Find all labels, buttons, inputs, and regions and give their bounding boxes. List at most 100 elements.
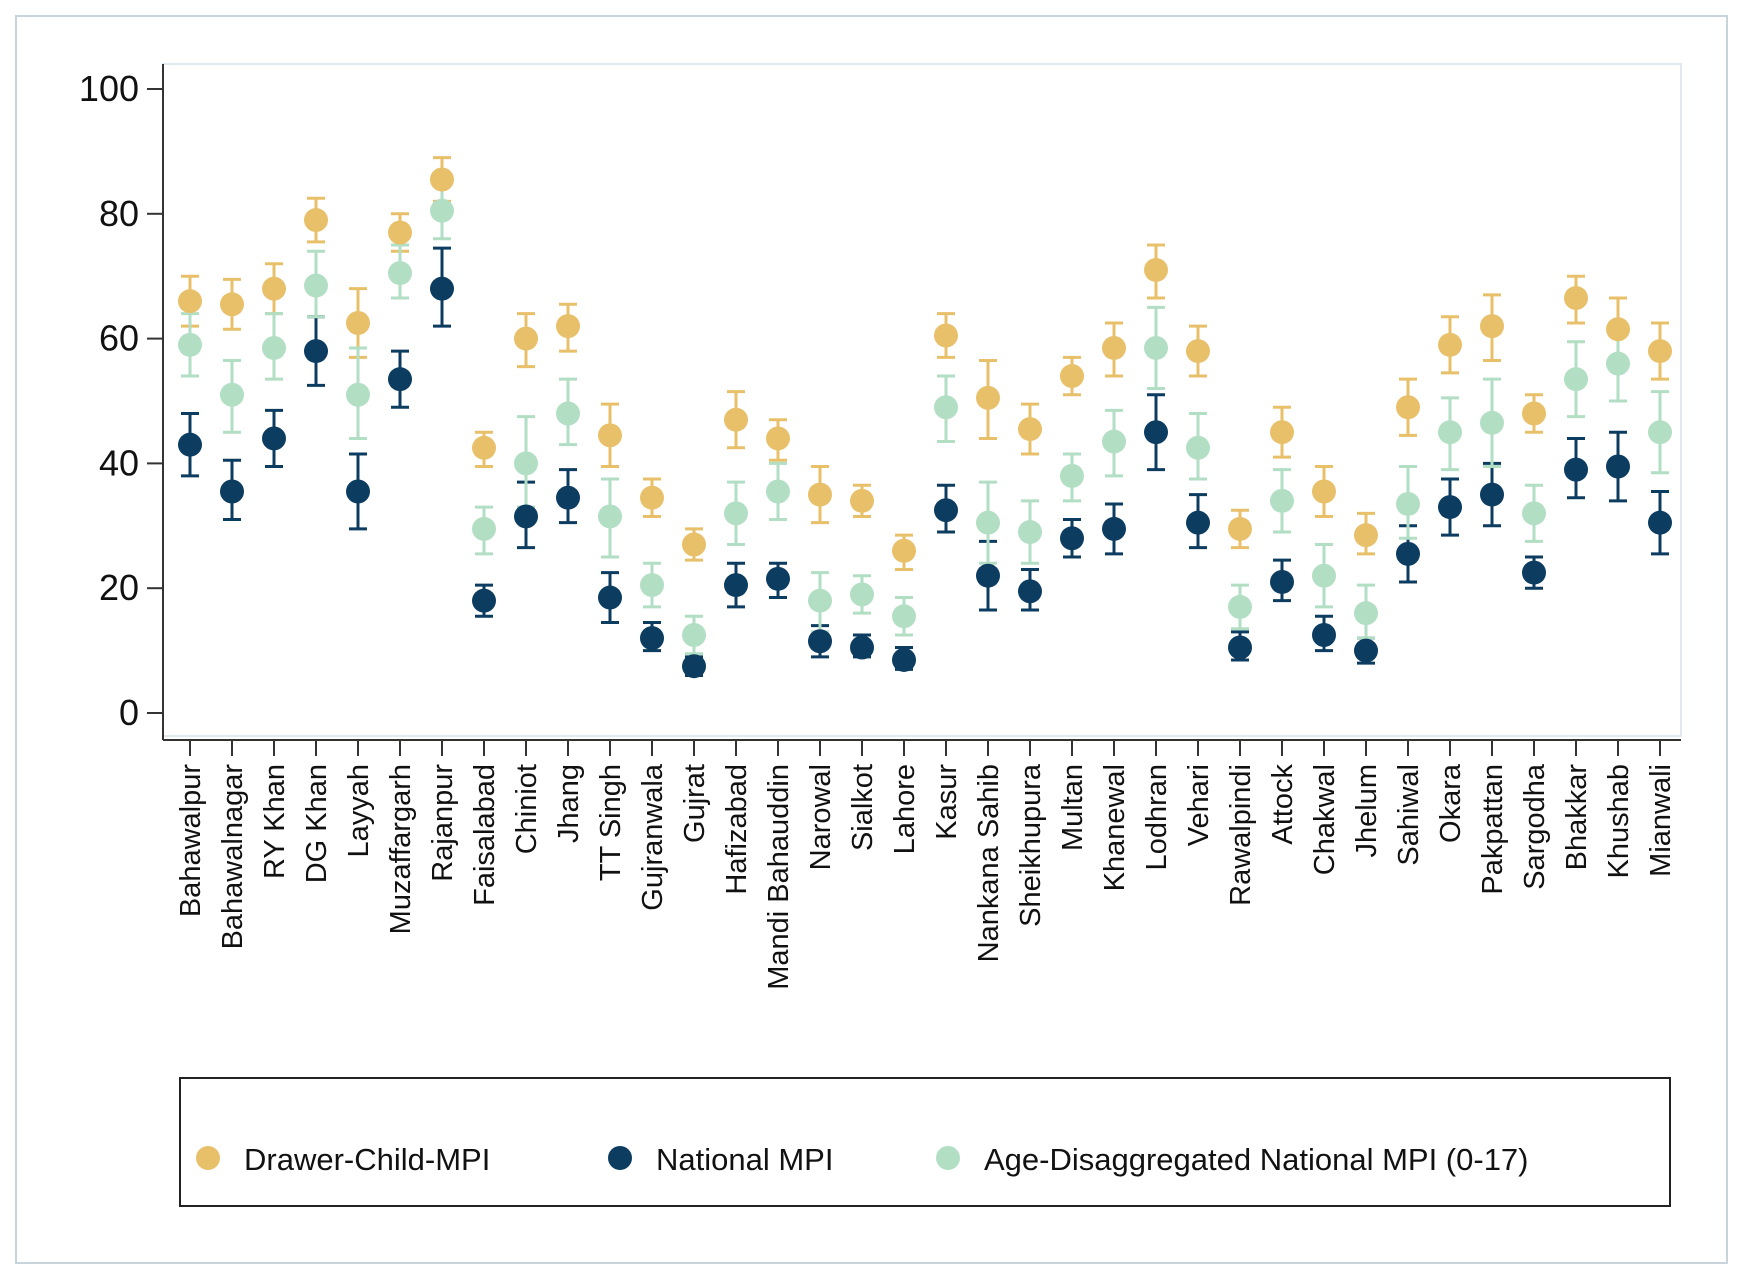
x-tick-label-rawalpindi: Rawalpindi (1225, 764, 1257, 906)
y-tick-label-0: 0 (119, 692, 139, 733)
point-agedis-kasur (934, 395, 958, 420)
point-agedis-nankana-sahib (976, 510, 1000, 535)
point-agedis-jhelum (1354, 601, 1378, 626)
point-agedis-narowal (808, 588, 832, 613)
y-tick-label-80: 80 (99, 193, 139, 234)
legend-box (179, 1077, 1671, 1207)
point-national-rajanpur (430, 276, 454, 301)
legend-marker-drawer-child-mpi (196, 1146, 220, 1170)
point-agedis-pakpattan (1480, 410, 1504, 435)
x-tick-label-sahiwal: Sahiwal (1393, 764, 1425, 866)
point-drawer-mandi-bahauddin (766, 426, 790, 451)
x-tick-label-vehari: Vehari (1183, 764, 1215, 846)
x-tick-label-mandi-bahauddin: Mandi Bahauddin (763, 764, 795, 990)
point-drawer-mianwali (1648, 339, 1672, 364)
legend-marker-age-disaggregated-mpi (936, 1146, 960, 1170)
point-drawer-kasur (934, 323, 958, 348)
x-tick-label-nankana-sahib: Nankana Sahib (973, 764, 1005, 962)
x-tick-label-attock: Attock (1267, 764, 1299, 845)
point-national-kasur (934, 498, 958, 523)
point-drawer-vehari (1186, 339, 1210, 364)
point-agedis-lahore (892, 604, 916, 629)
y-tick-label-40: 40 (99, 442, 139, 483)
point-national-jhang (556, 485, 580, 510)
point-drawer-bahawalnagar (220, 292, 244, 317)
legend-label-national-mpi: National MPI (656, 1142, 833, 1177)
x-tick-label-bahawalnagar: Bahawalnagar (217, 764, 249, 950)
point-agedis-bhakkar (1564, 367, 1588, 392)
point-drawer-rajanpur (430, 167, 454, 192)
point-national-pakpattan (1480, 482, 1504, 507)
point-national-jhelum (1354, 638, 1378, 663)
x-tick-label-bhakkar: Bhakkar (1561, 764, 1593, 871)
point-national-okara (1438, 495, 1462, 520)
point-national-nankana-sahib (976, 563, 1000, 588)
point-drawer-jhelum (1354, 523, 1378, 548)
point-drawer-rawalpindi (1228, 516, 1252, 541)
point-agedis-bahawalnagar (220, 382, 244, 407)
point-drawer-chakwal (1312, 479, 1336, 504)
point-drawer-chiniot (514, 326, 538, 351)
point-agedis-sahiwal (1396, 491, 1420, 516)
point-agedis-gujrat (682, 623, 706, 647)
point-agedis-mandi-bahauddin (766, 479, 790, 504)
point-national-narowal (808, 629, 832, 654)
point-national-mianwali (1648, 510, 1672, 535)
point-national-dg-khan (304, 339, 328, 364)
point-agedis-khanewal (1102, 429, 1126, 454)
point-national-chiniot (514, 504, 538, 529)
point-agedis-faisalabad (472, 516, 496, 541)
point-agedis-muzaffargarh (388, 261, 412, 286)
point-agedis-multan (1060, 463, 1084, 488)
point-national-sheikhupura (1018, 579, 1042, 604)
point-drawer-dg-khan (304, 208, 328, 233)
point-agedis-ry-khan (262, 335, 286, 360)
point-drawer-gujrat (682, 532, 706, 557)
point-agedis-rawalpindi (1228, 594, 1252, 619)
point-drawer-narowal (808, 482, 832, 507)
point-drawer-sargodha (1522, 401, 1546, 426)
legend-marker-national-mpi (608, 1146, 632, 1170)
point-drawer-multan (1060, 364, 1084, 389)
x-tick-label-kasur: Kasur (931, 764, 963, 840)
point-drawer-jhang (556, 314, 580, 339)
x-tick-label-pakpattan: Pakpattan (1477, 764, 1509, 895)
point-drawer-faisalabad (472, 435, 496, 460)
x-tick-label-sialkot: Sialkot (847, 764, 879, 851)
point-national-faisalabad (472, 588, 496, 613)
point-drawer-muzaffargarh (388, 220, 412, 245)
point-drawer-attock (1270, 420, 1294, 445)
x-tick-label-gujranwala: Gujranwala (637, 763, 669, 911)
x-tick-label-hafizabad: Hafizabad (721, 764, 753, 895)
x-tick-label-bahawalpur: Bahawalpur (175, 764, 207, 917)
x-tick-label-khushab: Khushab (1603, 764, 1635, 879)
x-tick-label-chakwal: Chakwal (1309, 764, 1341, 875)
point-agedis-sialkot (850, 582, 874, 607)
point-national-bahawalnagar (220, 479, 244, 504)
point-drawer-bhakkar (1564, 286, 1588, 311)
x-tick-label-multan: Multan (1057, 764, 1089, 851)
point-national-khushab (1606, 454, 1630, 479)
x-tick-label-faisalabad: Faisalabad (469, 764, 501, 906)
point-national-vehari (1186, 510, 1210, 535)
point-drawer-hafizabad (724, 407, 748, 432)
x-tick-label-layyah: Layyah (343, 764, 375, 858)
point-drawer-tt-singh (598, 423, 622, 448)
point-agedis-khushab (1606, 351, 1630, 376)
outer-border (15, 15, 1728, 1264)
point-agedis-lodhran (1144, 335, 1168, 360)
point-drawer-nankana-sahib (976, 385, 1000, 410)
point-national-multan (1060, 526, 1084, 551)
x-tick-label-okara: Okara (1435, 763, 1467, 843)
x-tick-label-jhelum: Jhelum (1351, 764, 1383, 858)
data-points (178, 167, 1672, 679)
point-drawer-sialkot (850, 488, 874, 513)
point-drawer-khanewal (1102, 335, 1126, 360)
point-agedis-sheikhupura (1018, 520, 1042, 545)
point-drawer-layyah (346, 311, 370, 335)
point-drawer-lahore (892, 538, 916, 563)
point-agedis-sargodha (1522, 501, 1546, 526)
y-axis-ticks: 0 20 40 60 80 100 (79, 68, 163, 733)
